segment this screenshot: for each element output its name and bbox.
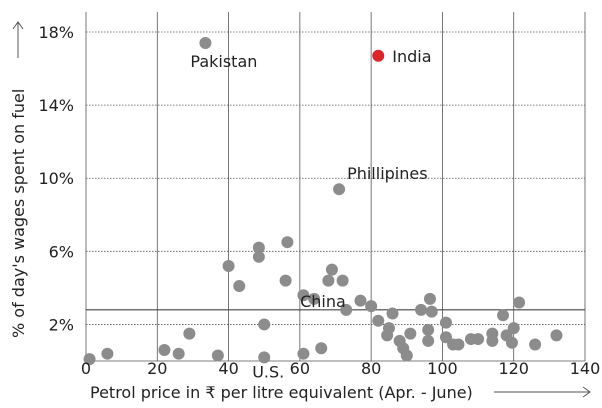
data-point xyxy=(422,323,435,336)
data-point xyxy=(415,303,428,316)
data-point xyxy=(199,36,212,49)
data-point xyxy=(400,349,413,362)
data-point xyxy=(101,347,114,360)
y-tick-label: 14% xyxy=(38,96,74,115)
data-point xyxy=(507,322,520,335)
data-point xyxy=(172,347,185,360)
data-point xyxy=(183,327,196,340)
data-point xyxy=(372,314,385,327)
data-point xyxy=(297,347,310,360)
data-point xyxy=(325,263,338,276)
data-point xyxy=(211,349,224,362)
data-point xyxy=(486,334,499,347)
x-tick-label: 60 xyxy=(290,359,310,378)
x-axis-arrow xyxy=(494,386,591,398)
data-point xyxy=(505,336,518,349)
data-point xyxy=(452,338,465,351)
data-point xyxy=(336,274,349,287)
data-point xyxy=(529,338,542,351)
point-label: Phillipines xyxy=(347,164,428,183)
x-tick-label: 140 xyxy=(570,359,601,378)
data-point xyxy=(404,327,417,340)
data-point xyxy=(497,309,510,322)
y-tick-label: 18% xyxy=(38,23,74,42)
y-axis-label: % of day's wages spent on fuel xyxy=(9,89,28,338)
data-point xyxy=(252,250,265,263)
data-point xyxy=(158,344,171,357)
data-point xyxy=(258,351,271,364)
data-point xyxy=(83,353,96,366)
x-tick-label: 20 xyxy=(147,359,167,378)
data-point xyxy=(279,274,292,287)
data-point xyxy=(382,322,395,335)
x-tick-label: 100 xyxy=(427,359,458,378)
data-point xyxy=(297,289,310,302)
data-point xyxy=(354,294,367,307)
data-point xyxy=(281,236,294,249)
y-axis-arrow xyxy=(12,21,24,58)
x-axis-label: Petrol price in ₹ per litre equivalent (… xyxy=(90,383,473,402)
point-label: U.S. xyxy=(252,362,284,381)
point-label: India xyxy=(392,47,431,66)
data-point xyxy=(308,292,321,305)
x-tick-labels: 0 20 40 60 80 100 120 140 xyxy=(81,359,600,378)
data-point xyxy=(425,305,438,318)
data-point-highlight xyxy=(372,49,385,62)
data-point xyxy=(333,183,346,196)
data-point xyxy=(340,303,353,316)
data-point xyxy=(423,292,436,305)
data-point xyxy=(386,307,399,320)
data-point xyxy=(365,300,378,313)
y-tick-label: 6% xyxy=(49,242,74,261)
data-point xyxy=(252,241,265,254)
data-point xyxy=(315,342,328,355)
data-point xyxy=(233,280,246,293)
data-point xyxy=(322,274,335,287)
point-label: Pakistan xyxy=(190,52,257,71)
data-point xyxy=(422,334,435,347)
point-annotations: Pakistan U.S. China Phillipines India xyxy=(190,47,431,382)
data-point xyxy=(513,296,526,309)
data-points xyxy=(83,36,563,366)
data-point xyxy=(258,318,271,331)
x-tick-label: 80 xyxy=(361,359,381,378)
x-tick-label: 120 xyxy=(498,359,529,378)
x-tick-label: 40 xyxy=(218,359,238,378)
y-tick-label: 10% xyxy=(38,169,74,188)
data-point xyxy=(550,329,563,342)
y-tick-label: 2% xyxy=(49,315,74,334)
grid xyxy=(85,12,586,362)
point-label: China xyxy=(300,292,346,311)
data-point xyxy=(439,316,452,329)
x-tick-label: 0 xyxy=(81,359,91,378)
data-point xyxy=(222,259,235,272)
data-point xyxy=(472,333,485,346)
y-tick-labels: 2% 6% 10% 14% 18% xyxy=(38,23,74,334)
